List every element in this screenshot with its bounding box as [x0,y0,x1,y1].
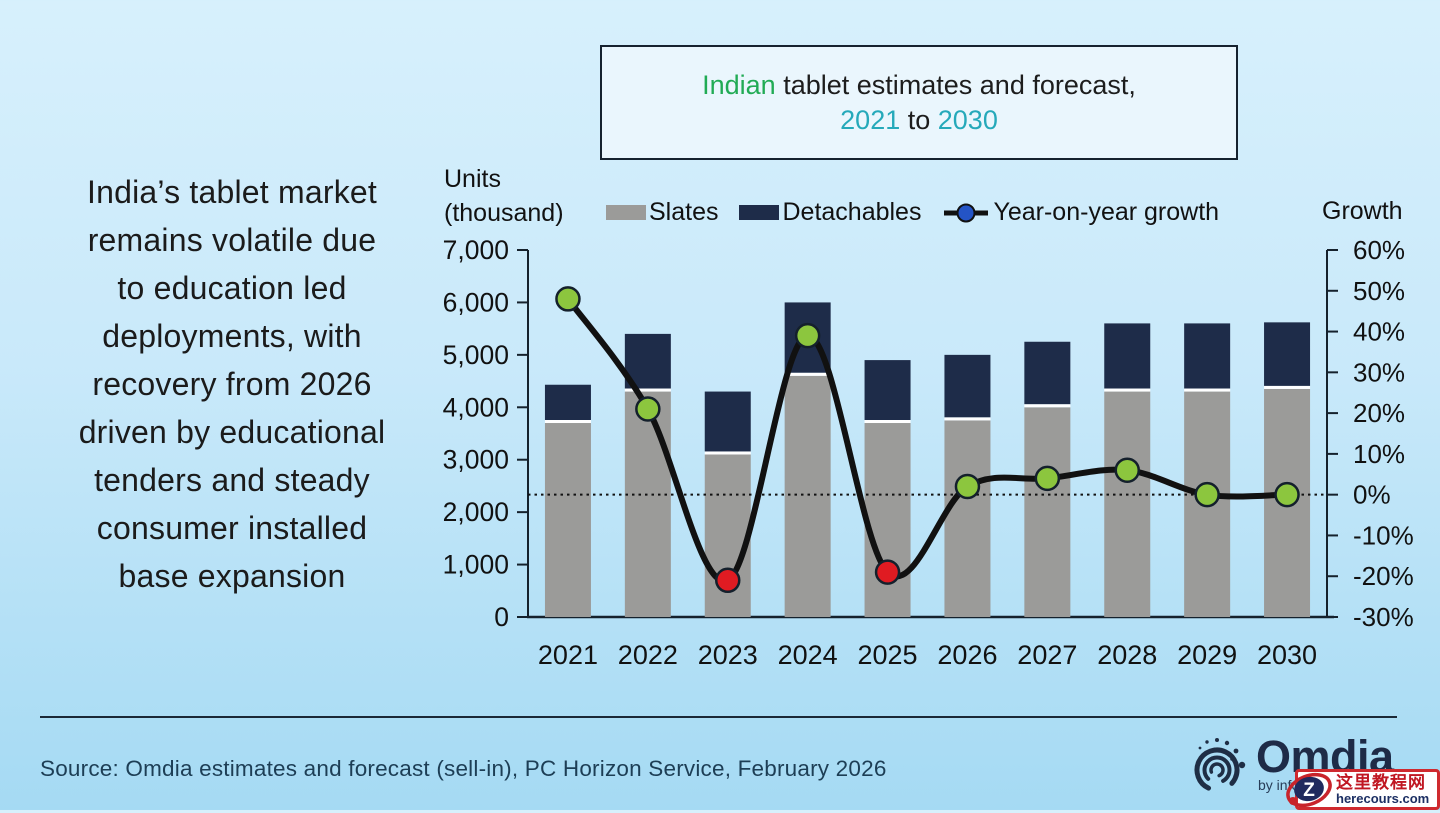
title-line2-mid: to [900,104,938,135]
title-year-start: 2021 [840,104,901,135]
legend-item-growth: Year-on-year growth [942,198,1219,227]
watermark-badge: Z 这里教程网 herecours.com [1286,769,1440,810]
chart-title-line2: 2021 to 2030 [840,103,998,138]
watermark-site-text: herecours.com [1336,790,1430,806]
growth-marker-2027 [1034,465,1061,492]
bar-segment-separator [864,420,911,424]
watermark-cn-text: 这里教程网 [1336,772,1426,792]
legend-item-slates: Slates [606,198,718,227]
left-axis-tick-label: 7,000 [443,235,509,265]
left-axis-tick-label: 4,000 [443,392,509,422]
x-axis-label: 2029 [1177,640,1237,670]
growth-marker-2030 [1274,481,1300,508]
watermark-text: 这里教程网 herecours.com [1336,772,1430,806]
growth-marker-2022 [635,396,661,422]
bar-segment-separator [624,388,671,392]
right-axis-tick-label: -20% [1353,561,1414,591]
bar-segment-separator [1184,388,1231,392]
title-word-indian: Indian [702,69,776,100]
bar-detachables-2027 [1024,341,1071,405]
left-axis-tick-label: 5,000 [443,340,509,370]
chart-title-box: Indian tablet estimates and forecast, 20… [600,45,1238,160]
left-axis-tick-label: 3,000 [443,445,509,475]
x-axis-label: 2030 [1257,640,1317,670]
bar-detachables-2023 [704,391,751,452]
left-axis-tick-label: 6,000 [443,287,509,317]
growth-marker-2021 [555,286,581,312]
bar-slates-2028 [1104,391,1151,617]
bar-segment-separator [1024,404,1071,408]
title-year-end: 2030 [937,104,998,135]
right-axis-tick-label: 50% [1353,276,1405,306]
growth-marker-2028 [1114,457,1140,483]
bar-detachables-2025 [864,360,911,421]
x-axis-label: 2023 [698,640,758,670]
right-axis-tick-label: 10% [1353,439,1405,469]
left-axis-tick-label: 2,000 [443,497,509,527]
bar-detachables-2030 [1264,322,1311,386]
right-axis-tick-label: -30% [1353,602,1414,632]
chart-title-line1: Indian tablet estimates and forecast, [702,68,1136,103]
right-axis-tick-label: 40% [1353,317,1405,347]
x-axis-label: 2028 [1097,640,1157,670]
growth-marker-2025 [874,559,901,585]
left-axis-tick-label: 1,000 [443,550,509,580]
detachables-swatch-icon [739,205,780,220]
growth-line [564,295,1291,584]
bar-slates-2027 [1024,407,1071,617]
growth-marker-2023 [715,567,741,594]
growth-marker-2024 [794,322,821,349]
x-axis-label: 2025 [858,640,918,670]
bar-slates-2022 [624,391,671,617]
title-line1-rest: tablet estimates and forecast, [775,69,1136,100]
bar-slates-2021 [544,423,591,617]
right-axis-title: Growth [1322,197,1403,225]
bar-slates-2026 [944,420,991,617]
legend-label-growth: Year-on-year growth [993,198,1220,226]
right-axis-tick-label: 30% [1353,357,1405,387]
legend-label-slates: Slates [649,198,719,226]
left-axis-tick-label: 0 [494,602,509,632]
bar-segment-separator [1104,388,1151,392]
x-axis-label: 2026 [937,640,997,670]
right-axis-tick-label: -10% [1353,520,1414,550]
growth-marker-2029 [1194,481,1220,508]
legend-item-detachables: Detachables [739,198,921,227]
legend-label-detachables: Detachables [782,198,922,226]
source-note: Source: Omdia estimates and forecast (se… [40,756,887,781]
growth-marker-2026 [954,473,981,500]
slates-swatch-icon [606,205,646,220]
bar-segment-separator [1264,385,1311,389]
footer-divider [40,716,1397,718]
watermark-letter: Z [1303,780,1315,801]
bar-segment-separator [544,420,591,424]
x-axis-label: 2022 [618,640,678,670]
bar-segment-separator [784,372,831,376]
bar-detachables-2029 [1184,323,1231,389]
bar-segment-separator [704,451,751,455]
bar-detachables-2026 [944,354,991,418]
bar-detachables-2021 [544,384,591,421]
omdia-logo-icon [1194,738,1246,793]
left-axis-title: Units (thousand) [444,165,564,227]
key-message: India’s tablet market remains volatile d… [78,174,386,594]
bar-slates-2024 [784,375,831,617]
chart-legend: Slates Detachables Year-on-year growth [606,198,1219,227]
bar-detachables-2028 [1104,323,1151,389]
bar-segment-separator [944,417,991,421]
right-axis-tick-label: 20% [1353,398,1405,428]
watermark-z-icon: Z [1286,772,1332,807]
bar-slates-2025 [864,423,911,617]
growth-line-marker-icon [944,203,989,222]
x-axis-label: 2021 [538,640,598,670]
right-axis-tick-label: 60% [1353,235,1405,265]
x-axis-label: 2024 [778,640,838,670]
x-axis-label: 2027 [1017,640,1077,670]
right-axis-tick-label: 0% [1353,480,1391,510]
